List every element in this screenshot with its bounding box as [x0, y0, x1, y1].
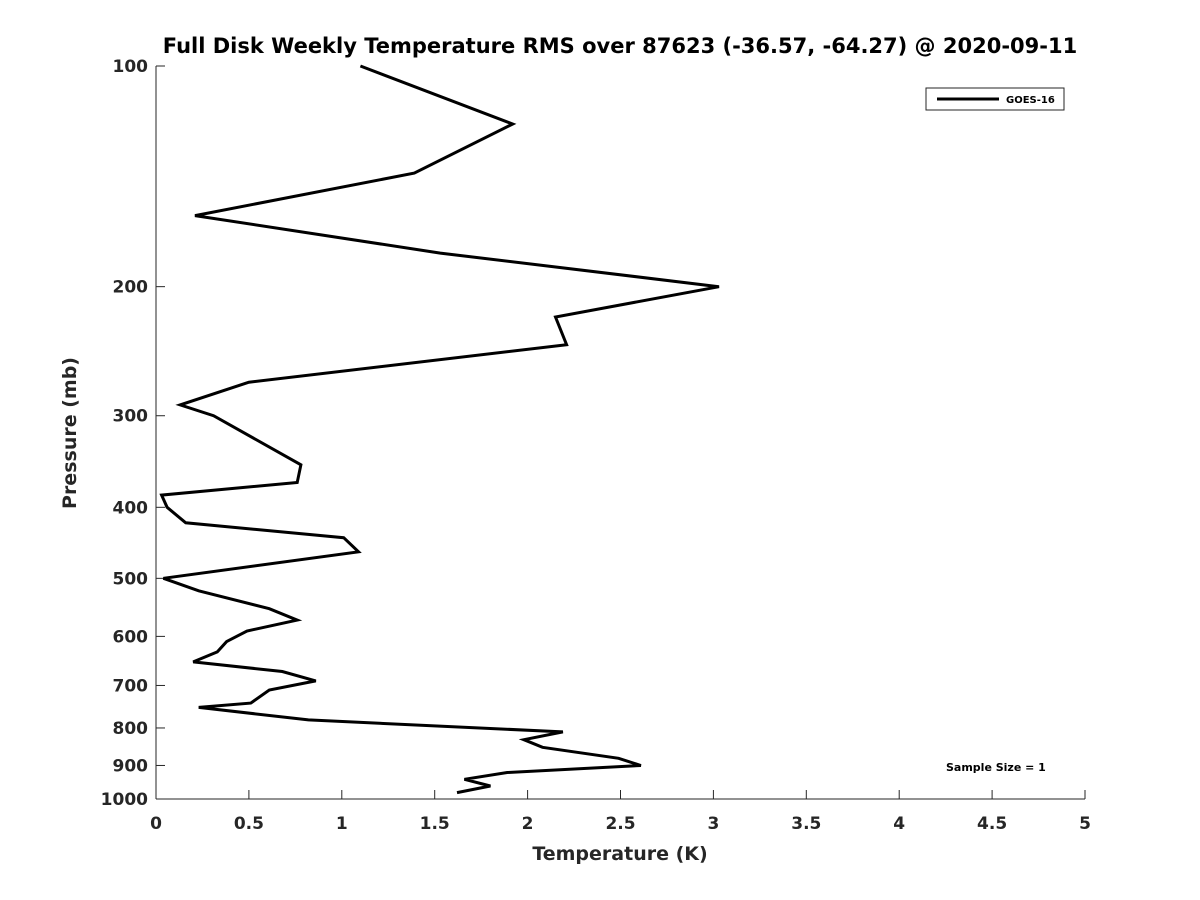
y-tick-label: 1000 — [101, 790, 148, 810]
sample-size-annotation: Sample Size = 1 — [946, 761, 1046, 774]
y-tick-label: 600 — [113, 627, 149, 647]
series-line — [159, 64, 720, 795]
y-tick-label: 100 — [113, 57, 149, 77]
plot-area: 0 0.5 1 1.5 2 2.5 3 3.5 4 4.5 5 100 200 300 400 500 600 7… — [101, 57, 1091, 834]
legend-entry-label: GOES-16 — [1006, 95, 1055, 106]
x-tick-label: 1.5 — [420, 814, 450, 834]
y-tick-label: 300 — [113, 407, 149, 427]
y-tick-label: 400 — [113, 498, 149, 518]
x-tick-label: 1 — [336, 814, 348, 834]
x-tick-label: 3.5 — [791, 814, 821, 834]
x-tick-label: 2 — [522, 814, 534, 834]
y-tick-label: 500 — [113, 569, 149, 589]
x-tick-label: 3 — [707, 814, 719, 834]
y-tick-label: 800 — [113, 719, 149, 739]
y-axis-label: Pressure (mb) — [59, 357, 81, 509]
x-tick-label: 0 — [150, 814, 162, 834]
x-tick-label: 2.5 — [605, 814, 635, 834]
y-tick-label: 200 — [113, 278, 149, 298]
x-tick-label: 4.5 — [977, 814, 1007, 834]
y-tick-label: 700 — [113, 676, 149, 696]
legend: GOES-16 — [925, 87, 1065, 111]
x-tick-label: 4 — [893, 814, 905, 834]
y-tick-label: 900 — [113, 756, 149, 776]
x-tick-label: 5 — [1079, 814, 1091, 834]
chart-title: Full Disk Weekly Temperature RMS over 87… — [163, 34, 1077, 58]
x-axis-label: Temperature (K) — [532, 843, 707, 865]
x-tick-label: 0.5 — [234, 814, 264, 834]
